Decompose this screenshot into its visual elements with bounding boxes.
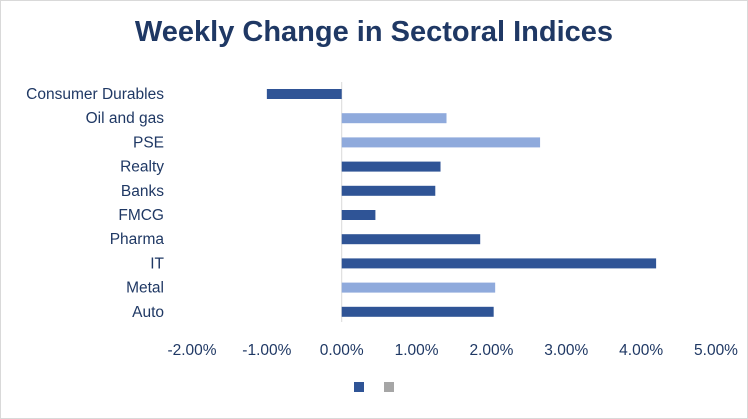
x-tick-label: 0.00%	[320, 342, 364, 359]
x-tick-label: -2.00%	[167, 342, 216, 359]
category-label: Pharma	[110, 231, 165, 248]
category-label: PSE	[133, 134, 164, 151]
category-label: Banks	[121, 183, 164, 200]
bar-banks	[341, 185, 436, 196]
category-label: IT	[150, 255, 164, 272]
bar-fmcg	[341, 210, 376, 220]
category-label: Consumer Durables	[26, 86, 164, 103]
legend-swatch-series-1	[354, 382, 364, 392]
bar-pharma	[341, 234, 481, 245]
x-tick-label: 5.00%	[694, 342, 738, 359]
legend-swatch-series-2	[384, 382, 394, 392]
chart-title: Weekly Change in Sectoral Indices	[134, 16, 614, 48]
bar-consumer-durables	[266, 89, 342, 99]
x-tick-label: 2.00%	[469, 342, 513, 359]
bar-auto	[341, 306, 494, 317]
bar-metal	[341, 282, 496, 293]
x-tick-label: -1.00%	[242, 342, 291, 359]
category-label: Realty	[120, 159, 164, 176]
category-label: Oil and gas	[86, 110, 165, 127]
category-label: Auto	[132, 304, 164, 321]
bar-oil-and-gas	[341, 113, 447, 124]
bar-realty	[341, 161, 441, 172]
x-tick-label: 4.00%	[619, 342, 663, 359]
bar-it	[341, 258, 657, 269]
category-label: Metal	[126, 280, 164, 297]
category-label: FMCG	[118, 207, 164, 224]
x-tick-label: 3.00%	[544, 342, 588, 359]
x-tick-label: 1.00%	[395, 342, 439, 359]
bar-pse	[341, 137, 541, 148]
